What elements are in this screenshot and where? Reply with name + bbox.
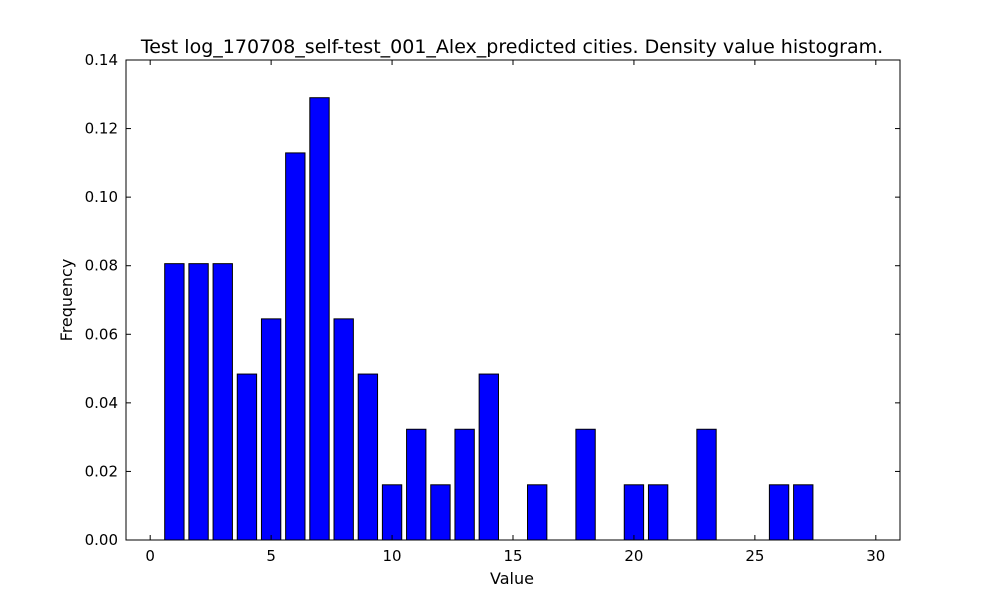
bar [768,484,790,541]
x-tick-label: 0 [145,547,155,565]
x-tick-label: 20 [624,547,643,565]
y-axis-ticks: 0.00 0.02 0.04 0.06 0.08 0.10 0.12 0.14 [85,51,900,549]
bar [454,428,475,541]
bar [793,484,814,541]
y-tick-label: 0.00 [85,531,118,549]
bar [575,428,596,541]
bar [647,484,669,541]
bar [260,318,282,541]
y-tick-label: 0.02 [85,462,118,480]
y-tick-label: 0.08 [85,257,118,275]
y-tick-label: 0.06 [85,325,118,343]
bars-group [164,97,814,541]
bar [381,484,403,541]
bar [333,318,354,541]
bar [696,428,717,541]
x-axis-ticks: 0 5 10 15 20 25 30 [145,60,885,565]
bar [164,263,185,541]
bar [478,373,499,541]
bar [285,152,306,541]
bar [212,263,233,541]
chart-title: Test log_170708_self-test_001_Alex_predi… [140,36,883,58]
bar [357,373,379,541]
y-tick-label: 0.12 [85,120,118,138]
y-tick-label: 0.14 [85,51,118,69]
x-tick-label: 15 [503,547,522,565]
x-tick-label: 30 [866,547,885,565]
x-tick-label: 5 [266,547,276,565]
x-tick-label: 10 [383,547,402,565]
plot-frame [125,59,901,541]
y-tick-label: 0.04 [85,394,118,412]
bar [527,484,548,541]
bar [623,484,645,541]
bar [430,484,451,541]
y-tick-label: 0.10 [85,188,118,206]
bar [188,263,209,541]
bar [406,428,427,541]
y-axis-label: Frequency [57,259,76,342]
bar [309,97,330,541]
x-axis-label: Value [490,569,534,588]
x-tick-label: 25 [745,547,764,565]
bar [236,373,258,541]
